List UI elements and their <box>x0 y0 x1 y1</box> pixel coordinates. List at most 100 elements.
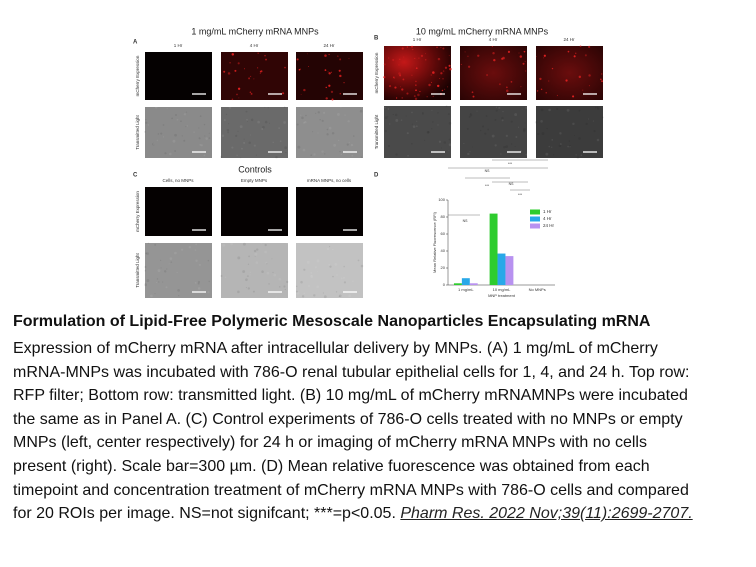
texture <box>485 115 488 117</box>
texture <box>163 270 167 273</box>
texture <box>443 141 447 144</box>
texture <box>410 142 413 145</box>
texture <box>551 138 554 141</box>
texture <box>498 106 501 109</box>
texture <box>197 280 201 284</box>
speckle <box>536 90 539 92</box>
speckle <box>237 87 241 90</box>
texture <box>166 107 168 109</box>
texture <box>328 245 331 248</box>
texture <box>162 136 165 138</box>
texture <box>334 262 338 266</box>
texture <box>337 139 340 142</box>
speckle <box>413 95 416 98</box>
texture <box>447 113 450 116</box>
texture <box>208 132 210 134</box>
texture <box>199 115 202 117</box>
texture <box>601 116 604 119</box>
speckle <box>414 57 416 60</box>
micrograph <box>534 106 604 159</box>
speckle <box>328 84 331 87</box>
texture <box>522 127 526 131</box>
texture <box>157 269 161 273</box>
speckle <box>257 67 259 69</box>
texture <box>573 134 575 136</box>
x-tick-label: No MNPs <box>529 287 546 292</box>
citation-link[interactable]: Pharm Res. 2022 Nov;39(11):2699-2707. <box>400 505 693 523</box>
image <box>460 106 527 158</box>
column-label: Empty MNPs <box>241 178 268 183</box>
texture <box>230 242 233 246</box>
speckle <box>498 83 501 86</box>
texture <box>295 290 298 293</box>
texture <box>594 106 597 109</box>
texture <box>197 287 201 290</box>
speckle <box>415 67 418 69</box>
image <box>145 187 212 236</box>
speckle <box>253 78 255 80</box>
x-tick-label: 10 mg/mL <box>493 287 512 292</box>
texture <box>247 263 250 265</box>
texture <box>240 157 242 159</box>
texture <box>317 270 319 272</box>
texture <box>237 256 241 260</box>
texture <box>227 123 230 125</box>
texture <box>326 247 330 251</box>
y-tick-label: 60 <box>441 231 446 236</box>
texture <box>468 115 471 118</box>
texture <box>145 118 147 121</box>
texture <box>144 265 147 268</box>
texture <box>147 242 150 244</box>
x-tick-label: 1 mg/mL <box>458 287 474 292</box>
speckle <box>250 75 252 77</box>
texture <box>540 120 543 123</box>
speckle <box>600 78 602 81</box>
texture <box>559 132 562 135</box>
texture <box>336 113 340 116</box>
texture <box>226 128 230 132</box>
texture <box>284 146 288 150</box>
texture <box>285 151 287 154</box>
texture <box>297 145 301 149</box>
speckle <box>565 79 568 82</box>
speckle <box>432 71 435 74</box>
image <box>460 46 527 100</box>
speckle <box>486 74 488 76</box>
texture <box>260 242 262 244</box>
speckle <box>510 80 513 83</box>
texture <box>268 283 270 285</box>
texture <box>180 120 182 123</box>
speckle <box>536 56 537 57</box>
texture <box>597 107 600 110</box>
speckle <box>524 60 526 62</box>
texture <box>448 143 452 147</box>
texture <box>208 137 211 139</box>
texture <box>144 269 147 272</box>
texture <box>314 266 317 269</box>
texture <box>283 121 286 124</box>
significance-label: *** <box>518 193 523 197</box>
texture <box>264 243 267 247</box>
speckle <box>406 46 408 48</box>
speckle <box>257 52 259 54</box>
texture <box>328 263 331 266</box>
speckle <box>303 88 306 92</box>
speckle <box>414 97 418 101</box>
texture <box>264 250 267 254</box>
speckle <box>234 69 237 72</box>
texture <box>156 139 159 142</box>
speckle <box>396 97 398 99</box>
speckle <box>250 92 253 95</box>
texture <box>146 252 149 255</box>
texture <box>170 261 173 263</box>
texture <box>412 125 416 129</box>
speckle <box>578 75 582 79</box>
texture <box>194 281 197 284</box>
texture <box>306 260 310 264</box>
speckle <box>393 77 395 79</box>
speckle <box>260 70 263 73</box>
texture <box>346 143 349 146</box>
speckle <box>248 77 251 80</box>
speckle <box>507 50 511 53</box>
texture <box>310 154 313 157</box>
